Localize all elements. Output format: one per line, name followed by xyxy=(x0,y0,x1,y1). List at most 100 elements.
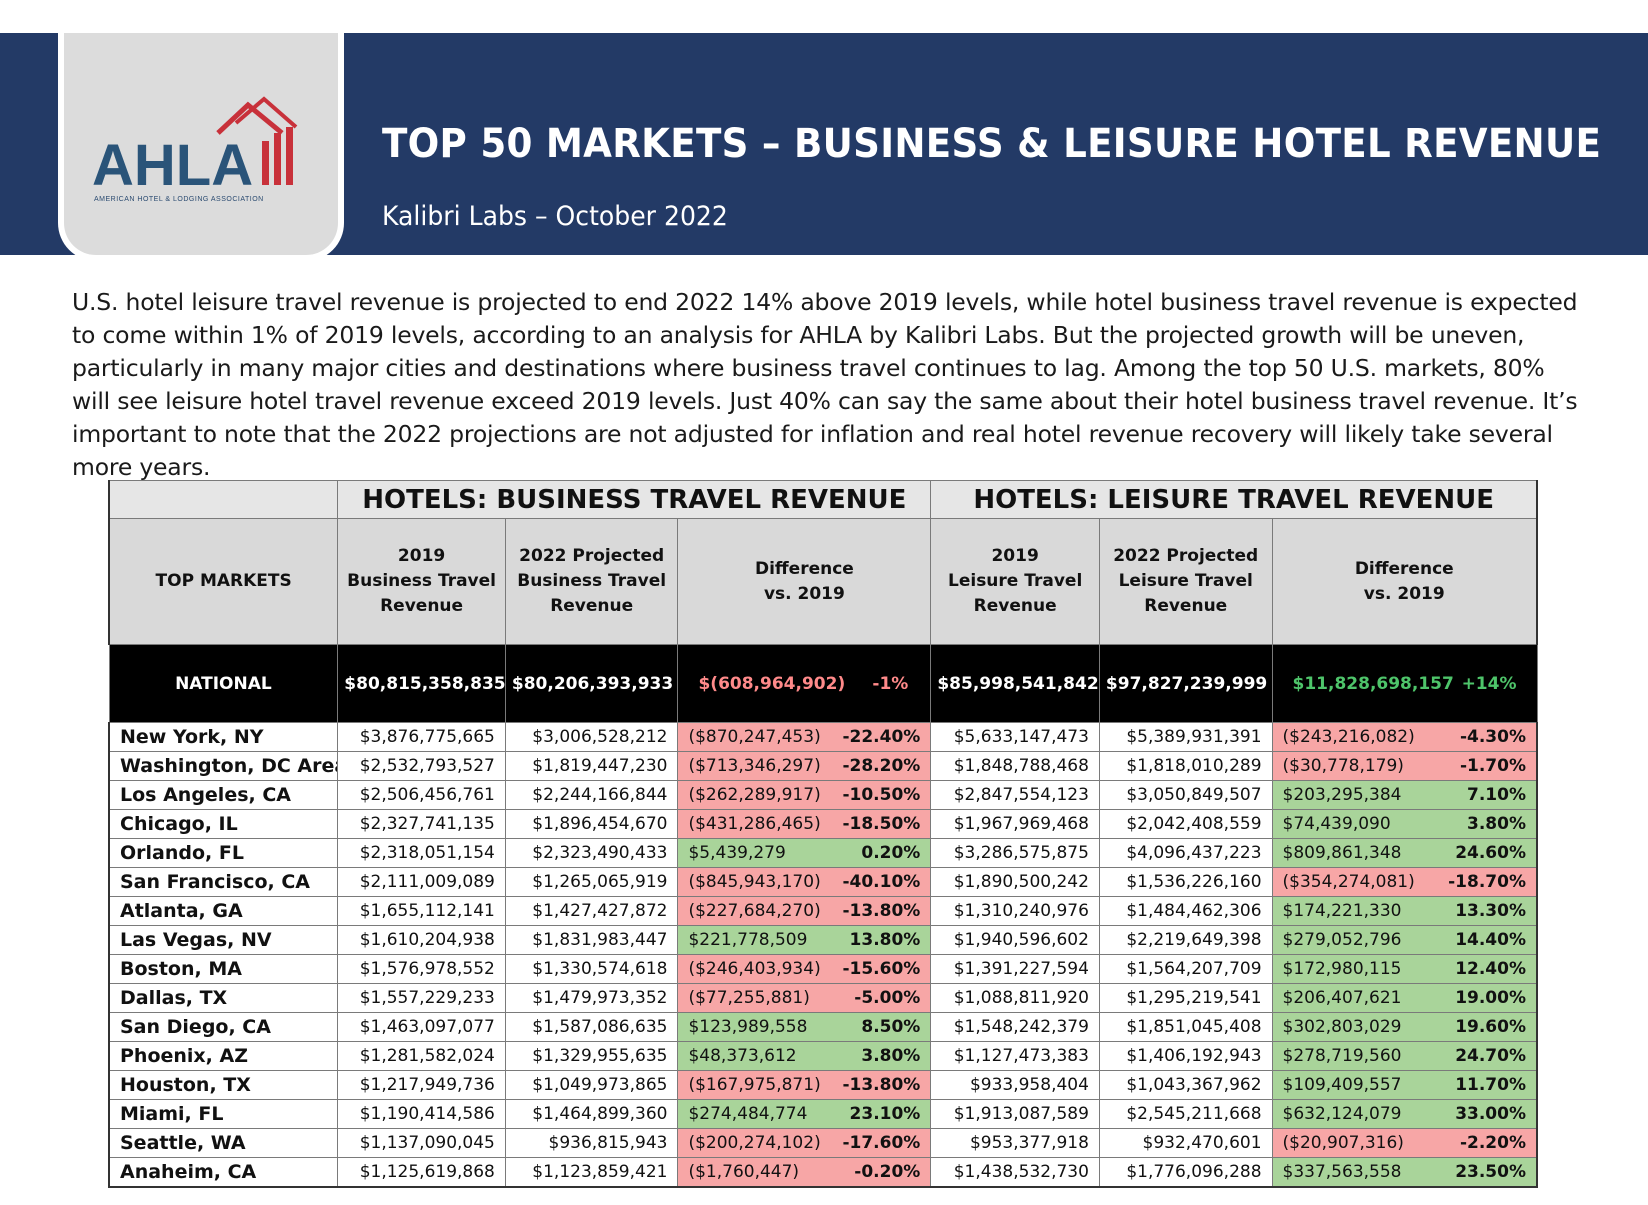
table-row: Boston, MA $1,576,978,552 $1,330,574,618 ($… xyxy=(108,954,1538,984)
leisure-2022: $2,545,211,668 xyxy=(1098,1099,1273,1129)
table-row: New York, NY $3,876,775,665 $3,006,528,212… xyxy=(108,722,1538,752)
business-2019: $2,318,051,154 xyxy=(337,838,506,868)
leisure-2022: $1,564,207,709 xyxy=(1098,954,1273,984)
business-2022: $1,819,447,230 xyxy=(504,751,679,781)
business-diff-cell: ($1,760,447) -0.20% xyxy=(677,1157,932,1188)
business-diff-value: ($262,289,917) xyxy=(688,785,821,805)
table-row: Los Angeles, CA $2,506,456,761 $2,244,166,… xyxy=(108,780,1538,810)
leisure-2019: $1,548,242,379 xyxy=(930,1012,1100,1042)
business-2019: $1,190,414,586 xyxy=(337,1099,506,1129)
business-diff-percent: -28.20% xyxy=(842,756,921,776)
ahla-logo-icon: AHLA xyxy=(92,96,298,198)
business-diff-cell: $48,373,612 3.80% xyxy=(677,1041,932,1071)
leisure-diff-value: $302,803,029 xyxy=(1282,1017,1402,1037)
business-diff-cell: ($870,247,453) -22.40% xyxy=(677,722,932,752)
leisure-diff-value: ($30,778,179) xyxy=(1282,756,1404,776)
market-name: Chicago, IL xyxy=(108,809,339,839)
table-row: San Diego, CA $1,463,097,077 $1,587,086,63… xyxy=(108,1012,1538,1042)
business-2022: $1,479,973,352 xyxy=(504,983,679,1013)
business-diff-value: ($200,274,102) xyxy=(688,1133,821,1153)
business-2022: $1,831,983,447 xyxy=(504,925,679,955)
leisure-2019: $3,286,575,875 xyxy=(930,838,1100,868)
logo-text: AHLA xyxy=(92,133,253,198)
table-row: San Francisco, CA $2,111,009,089 $1,265,06… xyxy=(108,867,1538,897)
national-bdiff: $(608,964,902) xyxy=(698,673,846,694)
market-name: Washington, DC Area xyxy=(108,751,339,781)
leisure-diff-cell: ($20,907,316) -2.20% xyxy=(1271,1128,1538,1158)
business-diff-value: ($870,247,453) xyxy=(688,727,821,747)
intro-paragraph: U.S. hotel leisure travel revenue is pro… xyxy=(72,288,1578,481)
leisure-diff-percent: -18.70% xyxy=(1448,872,1526,892)
header-banner: AHLA AMERICAN HOTEL & LODGING ASSOCIATIO… xyxy=(0,33,1648,255)
leisure-diff-percent: 14.40% xyxy=(1455,930,1526,950)
leisure-2019: $1,391,227,594 xyxy=(930,954,1100,984)
leisure-2019: $1,913,087,589 xyxy=(930,1099,1100,1129)
national-bdiff-cell: $(608,964,902) -1% xyxy=(677,644,932,723)
leisure-diff-value: $337,563,558 xyxy=(1282,1162,1402,1182)
business-2022: $1,329,955,635 xyxy=(504,1041,679,1071)
business-diff-cell: ($200,274,102) -17.60% xyxy=(677,1128,932,1158)
business-diff-value: $123,989,558 xyxy=(688,1017,808,1037)
business-diff-cell: ($431,286,465) -18.50% xyxy=(677,809,932,839)
national-row: NATIONAL $80,815,358,835 $80,206,393,933… xyxy=(108,644,1538,723)
leisure-diff-cell: $174,221,330 13.30% xyxy=(1271,896,1538,926)
business-diff-value: ($167,975,871) xyxy=(688,1075,821,1095)
leisure-diff-percent: 11.70% xyxy=(1455,1075,1526,1095)
market-name: San Diego, CA xyxy=(108,1012,339,1042)
business-diff-value: ($713,346,297) xyxy=(688,756,821,776)
business-2019: $1,610,204,938 xyxy=(337,925,506,955)
leisure-diff-percent: 13.30% xyxy=(1455,901,1526,921)
leisure-diff-value: $172,980,115 xyxy=(1282,959,1402,979)
leisure-diff-value: $109,409,557 xyxy=(1282,1075,1402,1095)
business-2022: $1,587,086,635 xyxy=(504,1012,679,1042)
business-2019: $1,463,097,077 xyxy=(337,1012,506,1042)
leisure-2022: $1,818,010,289 xyxy=(1098,751,1273,781)
table-row: Dallas, TX $1,557,229,233 $1,479,973,352 ($… xyxy=(108,983,1538,1013)
leisure-2019: $1,088,811,920 xyxy=(930,983,1100,1013)
leisure-diff-value: $278,719,560 xyxy=(1282,1046,1402,1066)
business-diff-percent: 0.20% xyxy=(861,843,921,863)
leisure-diff-cell: $206,407,621 19.00% xyxy=(1271,983,1538,1013)
leisure-2019: $2,847,554,123 xyxy=(930,780,1100,810)
national-ldiff-cell: $11,828,698,157 +14% xyxy=(1271,644,1538,723)
business-2019: $2,506,456,761 xyxy=(337,780,506,810)
leisure-2022: $4,096,437,223 xyxy=(1098,838,1273,868)
business-diff-cell: $221,778,509 13.80% xyxy=(677,925,932,955)
leisure-diff-value: $632,124,079 xyxy=(1282,1104,1402,1124)
market-name: Boston, MA xyxy=(108,954,339,984)
leisure-2019: $1,848,788,468 xyxy=(930,751,1100,781)
revenue-table: HOTELS: BUSINESS TRAVEL REVENUE HOTELS: … xyxy=(108,480,1539,1188)
business-2022: $1,427,427,872 xyxy=(504,896,679,926)
business-diff-value: ($246,403,934) xyxy=(688,959,821,979)
leisure-diff-percent: 19.60% xyxy=(1455,1017,1526,1037)
market-name: Orlando, FL xyxy=(108,838,339,868)
business-diff-percent: -10.50% xyxy=(842,785,921,805)
market-name: San Francisco, CA xyxy=(108,867,339,897)
business-diff-cell: ($262,289,917) -10.50% xyxy=(677,780,932,810)
leisure-2022: $1,536,226,160 xyxy=(1098,867,1273,897)
business-diff-percent: -15.60% xyxy=(842,959,921,979)
market-name: Anaheim, CA xyxy=(108,1157,339,1188)
market-name: Houston, TX xyxy=(108,1070,339,1100)
national-l2022: $97,827,239,999 xyxy=(1098,644,1273,723)
business-diff-percent: 3.80% xyxy=(861,1046,921,1066)
leisure-diff-cell: $74,439,090 3.80% xyxy=(1271,809,1538,839)
leisure-diff-cell: $809,861,348 24.60% xyxy=(1271,838,1538,868)
table-row: Miami, FL $1,190,414,586 $1,464,899,360 $27… xyxy=(108,1099,1538,1129)
group-header-leisure: HOTELS: LEISURE TRAVEL REVENUE xyxy=(930,480,1539,519)
business-diff-percent: -13.80% xyxy=(842,1075,921,1095)
business-2022: $1,464,899,360 xyxy=(504,1099,679,1129)
market-name: Atlanta, GA xyxy=(108,896,339,926)
business-diff-value: ($431,286,465) xyxy=(688,814,821,834)
business-2022: $1,049,973,865 xyxy=(504,1070,679,1100)
leisure-diff-cell: $279,052,796 14.40% xyxy=(1271,925,1538,955)
leisure-diff-cell: $278,719,560 24.70% xyxy=(1271,1041,1538,1071)
business-diff-percent: 23.10% xyxy=(849,1104,921,1124)
group-header-row: HOTELS: BUSINESS TRAVEL REVENUE HOTELS: … xyxy=(108,480,1539,519)
leisure-2019: $1,890,500,242 xyxy=(930,867,1100,897)
leisure-2022: $3,050,849,507 xyxy=(1098,780,1273,810)
market-name: Seattle, WA xyxy=(108,1128,339,1158)
business-diff-cell: ($77,255,881) -5.00% xyxy=(677,983,932,1013)
leisure-diff-percent: -1.70% xyxy=(1459,756,1526,776)
table-row: Seattle, WA $1,137,090,045 $936,815,943 ($2… xyxy=(108,1128,1538,1158)
